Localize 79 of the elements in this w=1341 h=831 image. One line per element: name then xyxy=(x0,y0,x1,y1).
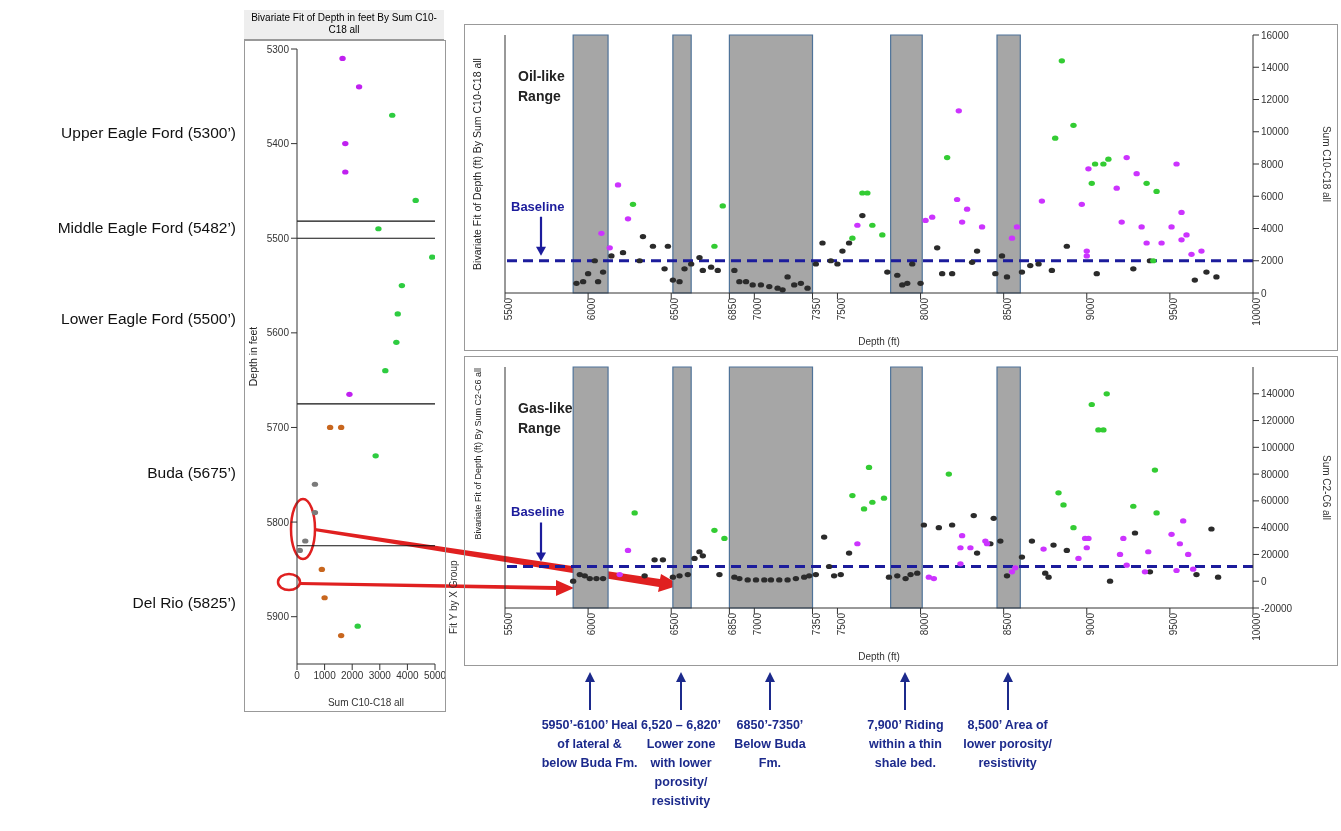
text: 6,520 – 6,820’ Lower zone with lower porosity/ resistivity xyxy=(641,718,721,808)
x-tick-label: 9000 xyxy=(1084,612,1096,636)
x-tick-label: 5000 xyxy=(423,670,447,682)
y2-tick-label: 80000 xyxy=(1261,468,1290,480)
y2-tick-label: 0 xyxy=(1261,287,1267,299)
x-tick-label: 4000 xyxy=(396,670,419,682)
y2-tick-label: 40000 xyxy=(1261,522,1290,534)
x-tick-label: 8000 xyxy=(918,297,930,321)
x-tick-label: 7500 xyxy=(835,612,847,636)
y-tick-label: 5600 xyxy=(266,327,290,339)
y-tick-label: 5900 xyxy=(266,611,290,623)
chart-title: Bivariate Fit of Depth in feet By Sum C10-C18 all xyxy=(244,10,444,40)
y2-tick-label: 12000 xyxy=(1261,94,1290,106)
x-tick-label: 6500 xyxy=(669,612,681,636)
text: Del Rio (5825’) xyxy=(132,593,236,612)
x-tick-label: 7000 xyxy=(752,297,764,321)
x-tick-label: 6500 xyxy=(669,297,681,321)
x-tick-label: 0 xyxy=(294,670,301,682)
text: Fit Y by X Group xyxy=(448,560,459,634)
y2-tick-label: 4000 xyxy=(1261,223,1284,235)
text: Upper Eagle Ford (5300’) xyxy=(61,124,236,143)
y2-tick-label: 0 xyxy=(1261,575,1267,587)
y2-tick-label: 140000 xyxy=(1261,388,1295,400)
x-tick-label: 6850 xyxy=(727,612,739,636)
ref-line-label: Baseline xyxy=(511,504,565,520)
x-tick-label: 1000 xyxy=(313,670,337,682)
x-tick-label: 6000 xyxy=(586,297,598,321)
y-axis-title: Depth in feet xyxy=(247,326,259,387)
y-tick-label: 5700 xyxy=(266,422,290,434)
y-tick-label: 5300 xyxy=(266,43,290,55)
y-tick-label: 5400 xyxy=(266,138,290,150)
y2-tick-label: 60000 xyxy=(1261,495,1290,507)
x-tick-label: 3000 xyxy=(368,670,392,682)
y2-tick-label: 120000 xyxy=(1261,415,1295,427)
x-axis-title: Depth (ft) xyxy=(858,336,900,347)
x-axis-title: Depth (ft) xyxy=(858,651,900,662)
x-tick-label: 9500 xyxy=(1167,297,1179,321)
y2-tick-label: 2000 xyxy=(1261,255,1284,267)
y2-tick-label: 100000 xyxy=(1261,441,1295,453)
x-tick-label: 8000 xyxy=(918,612,930,636)
text: 6850’-7350’ Below Buda Fm. xyxy=(733,717,807,772)
y-tick-label: 5800 xyxy=(266,516,290,528)
x-tick-label: 2000 xyxy=(341,670,364,682)
y-axis-title: Bivariate Fit of Depth (ft) By Sum C2-C6 all xyxy=(473,367,483,540)
x-tick-label: 7350 xyxy=(810,612,822,636)
text: 5950’-6100’ Heal of lateral & below Buda Fm. xyxy=(541,717,638,772)
annotation: Oil-like Range xyxy=(518,67,566,106)
annotation: Gas-like Range xyxy=(518,399,574,438)
y2-axis-title: Sum C2-C6 all xyxy=(1321,454,1333,521)
y2-tick-label: 14000 xyxy=(1261,61,1290,73)
x-tick-label: 5500 xyxy=(503,297,515,321)
y2-tick-label: 16000 xyxy=(1261,29,1290,41)
y-axis-title: Bivariate Fit of Depth (ft) By Sum C10-C18 all xyxy=(471,58,483,270)
x-axis-title: Sum C10-C18 all xyxy=(327,697,405,708)
x-tick-label: 7350 xyxy=(810,297,822,321)
y2-tick-label: 20000 xyxy=(1261,548,1290,560)
y-tick-label: 5500 xyxy=(266,232,290,244)
text: 8,500’ Area of lower porosity/ resistivity xyxy=(962,717,1054,772)
x-tick-label: 10000 xyxy=(1251,612,1263,641)
y2-tick-label: 6000 xyxy=(1261,190,1284,202)
y2-axis-title: Sum C10-C18 all xyxy=(1321,125,1333,203)
x-tick-label: 8500 xyxy=(1001,612,1013,636)
text: Lower Eagle Ford (5500’) xyxy=(61,310,236,329)
y2-tick-label: -20000 xyxy=(1261,602,1293,614)
text: Middle Eagle Ford (5482’) xyxy=(57,218,236,237)
x-tick-label: 10000 xyxy=(1251,297,1263,326)
x-tick-label: 7000 xyxy=(752,612,764,636)
ref-line-label: Baseline xyxy=(511,198,565,214)
x-tick-label: 9000 xyxy=(1084,297,1096,321)
x-tick-label: 8500 xyxy=(1001,297,1013,321)
x-tick-label: 7500 xyxy=(835,297,847,321)
y2-tick-label: 8000 xyxy=(1261,158,1284,170)
text: 7,900’ Riding within a thin shale bed. xyxy=(866,717,945,772)
text: Buda (5675’) xyxy=(147,463,236,482)
y2-tick-label: 10000 xyxy=(1261,126,1290,138)
x-tick-label: 6850 xyxy=(727,297,739,321)
x-tick-label: 9500 xyxy=(1167,612,1179,636)
x-tick-label: 5500 xyxy=(503,612,515,636)
x-tick-label: 6000 xyxy=(586,612,598,636)
